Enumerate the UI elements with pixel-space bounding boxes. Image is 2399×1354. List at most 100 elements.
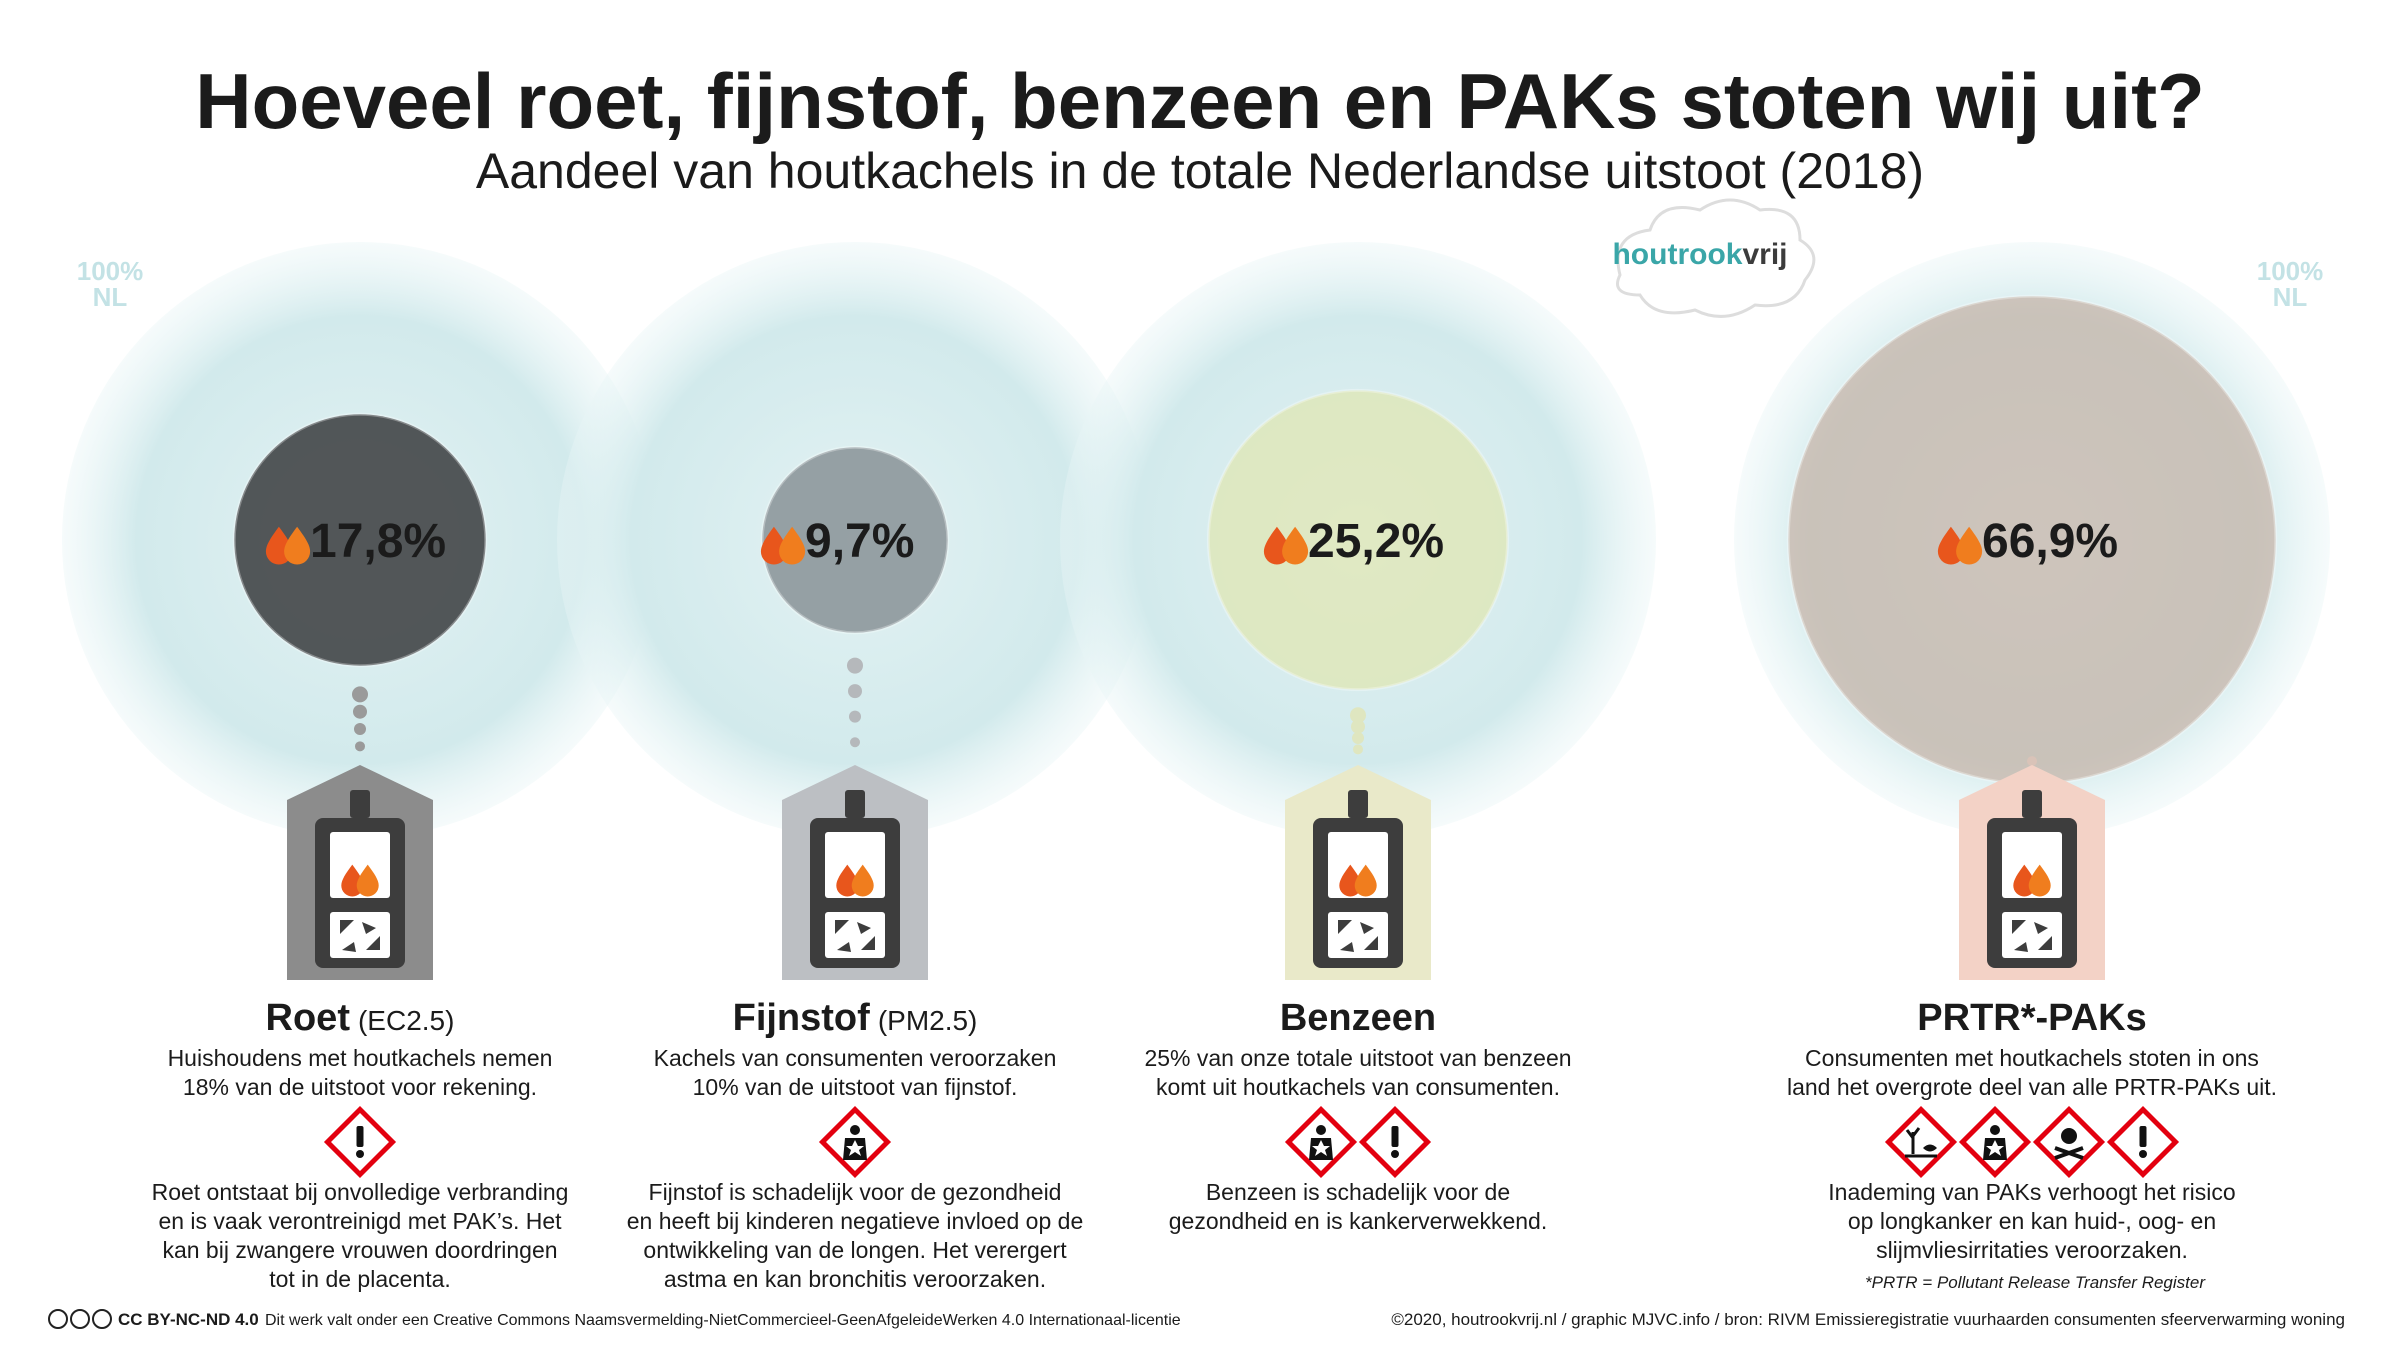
smoke-dot [353, 704, 367, 719]
stove-pipe [2022, 790, 2042, 818]
hazard-symbol [1905, 1127, 1937, 1158]
item-description: 25% van onze totale uitstoot van benzeen [1144, 1045, 1571, 1071]
share-label: 9,7% [805, 515, 914, 568]
hazard-symbol [2061, 1128, 2077, 1144]
smoke-dot [352, 686, 368, 703]
item-name-suffix: (EC2.5) [358, 1005, 454, 1036]
hazard-pictogram [1284, 1105, 1358, 1179]
logo-cloud [1616, 198, 1816, 318]
license-text: Dit werk valt onder een Creative Commons… [265, 1312, 1181, 1329]
footer: CC BY-NC-ND 4.0 Dit werk valt onder een … [48, 1309, 2345, 1329]
hazard-symbol [2139, 1126, 2147, 1147]
stove-grille-icon [340, 920, 380, 952]
item-details: ontwikkeling van de longen. Het vererger… [643, 1237, 1067, 1263]
flame-icon [1354, 864, 1377, 897]
share-circle [1206, 388, 1510, 692]
item-details: slijmvliesirritaties veroorzaken. [1876, 1237, 2188, 1263]
hazard-symbol [1923, 1144, 1937, 1152]
smoke-dot [850, 737, 860, 748]
smoke-dot [354, 723, 366, 736]
hazard-pictogram [1884, 1105, 1958, 1179]
flame-icon [356, 864, 379, 897]
item: 25,2% Benzeen 25% van onze totale uitstoot… [1144, 388, 1572, 1234]
hazard-symbol [2139, 1150, 2147, 1158]
hazard-symbol [1316, 1125, 1326, 1135]
reference-left: 100% NL [77, 256, 144, 312]
item: 17,8% Roet (EC2.5) Huishoudens met houtkach… [152, 412, 569, 1292]
item-name-main: PRTR*-PAKs [1917, 997, 2146, 1039]
hazard-symbol [846, 1140, 864, 1156]
reference-region: NL [2273, 282, 2308, 312]
logo-text: houtrookvrij [1612, 238, 1787, 271]
item-name-main: Roet [266, 997, 351, 1039]
hazard-pictogram [1958, 1105, 2032, 1179]
item-name-main: Benzeen [1280, 997, 1436, 1039]
item-name-main: Fijnstof [733, 997, 871, 1039]
smoke-dot [1352, 731, 1364, 744]
item-description: 18% van de uitstoot voor rekening. [183, 1074, 537, 1100]
cc-icons [48, 1309, 112, 1329]
stove-grille-icon [835, 920, 875, 952]
item-details: Roet ontstaat bij onvolledige verbrandin… [152, 1179, 569, 1205]
item-description: land het overgrote deel van alle PRTR-PA… [1787, 1074, 2277, 1100]
hazard-symbol [1986, 1140, 2004, 1156]
license: CC BY-NC-ND 4.0 [118, 1310, 259, 1329]
item: 66,9% PRTR*-PAKs Consumenten met houtkache… [1786, 294, 2278, 1263]
stove-grille [825, 912, 885, 958]
item-details: Inademing van PAKs verhoogt het risico [1828, 1179, 2235, 1205]
hazard-symbol [850, 1125, 860, 1135]
hazard-pictogram [323, 1105, 397, 1179]
item-description: komt uit houtkachels van consumenten. [1156, 1074, 1560, 1100]
item-description: 10% van de uitstoot van fijnstof. [693, 1074, 1018, 1100]
flame-icon [779, 526, 806, 565]
smoke-dot [848, 684, 862, 699]
stove-grille [330, 912, 390, 958]
flame-icon [1956, 526, 1983, 565]
item-details: Fijnstof is schadelijk voor de gezondhei… [649, 1179, 1062, 1205]
items: 17,8% Roet (EC2.5) Huishoudens met houtkach… [152, 294, 2278, 1292]
item-details: en is vaak verontreinigd met PAK’s. Het [158, 1208, 562, 1234]
footnote: *PRTR = Pollutant Release Transfer Regis… [1865, 1273, 2206, 1292]
reference-value: 100% [2257, 256, 2324, 286]
hazard-pictogram [818, 1105, 892, 1179]
hazard-symbol [1312, 1140, 1330, 1156]
stove-pipe [350, 790, 370, 818]
hazard-symbol [1391, 1126, 1399, 1147]
stove-pipe [845, 790, 865, 818]
reference-value: 100% [77, 256, 144, 286]
item-description: Kachels van consumenten veroorzaken [654, 1045, 1057, 1071]
stove-grille [2002, 912, 2062, 958]
item-details: en heeft bij kinderen negatieve invloed … [627, 1208, 1084, 1234]
reference-right: 100% NL [2257, 256, 2324, 312]
item-name: Benzeen [1280, 997, 1436, 1039]
smoke-dot [1351, 719, 1365, 734]
share-label: 66,9% [1982, 515, 2118, 568]
item-description: Consumenten met houtkachels stoten in on… [1805, 1045, 2259, 1071]
smoke-dot [1353, 744, 1363, 755]
item-name-suffix: (PM2.5) [878, 1005, 978, 1036]
title: Hoeveel roet, fijnstof, benzeen en PAKs … [195, 57, 2205, 145]
item-name: PRTR*-PAKs [1917, 997, 2146, 1039]
item-details: astma en kan bronchitis veroorzaken. [664, 1266, 1046, 1292]
share-circle [232, 412, 488, 668]
flame-icon [2028, 864, 2051, 897]
smoke-dot [355, 741, 365, 752]
flame-icon [1282, 526, 1309, 565]
hazard-pictogram [2106, 1105, 2180, 1179]
item-details: Benzeen is schadelijk voor de [1206, 1179, 1510, 1205]
share-circle [760, 445, 950, 635]
hazard-symbol [356, 1150, 364, 1158]
share-label: 17,8% [310, 515, 446, 568]
smoke-dot [1350, 707, 1366, 724]
stove-pipe [1348, 790, 1368, 818]
smoke-dot [849, 710, 861, 723]
stove-grille-icon [2012, 920, 2052, 952]
hazard-symbol [2054, 1146, 2084, 1160]
item-description: Huishoudens met houtkachels nemen [168, 1045, 553, 1071]
flame-icon [851, 864, 874, 897]
flame-icon [284, 526, 311, 565]
reference-region: NL [93, 282, 128, 312]
hazard-symbol [1391, 1150, 1399, 1158]
